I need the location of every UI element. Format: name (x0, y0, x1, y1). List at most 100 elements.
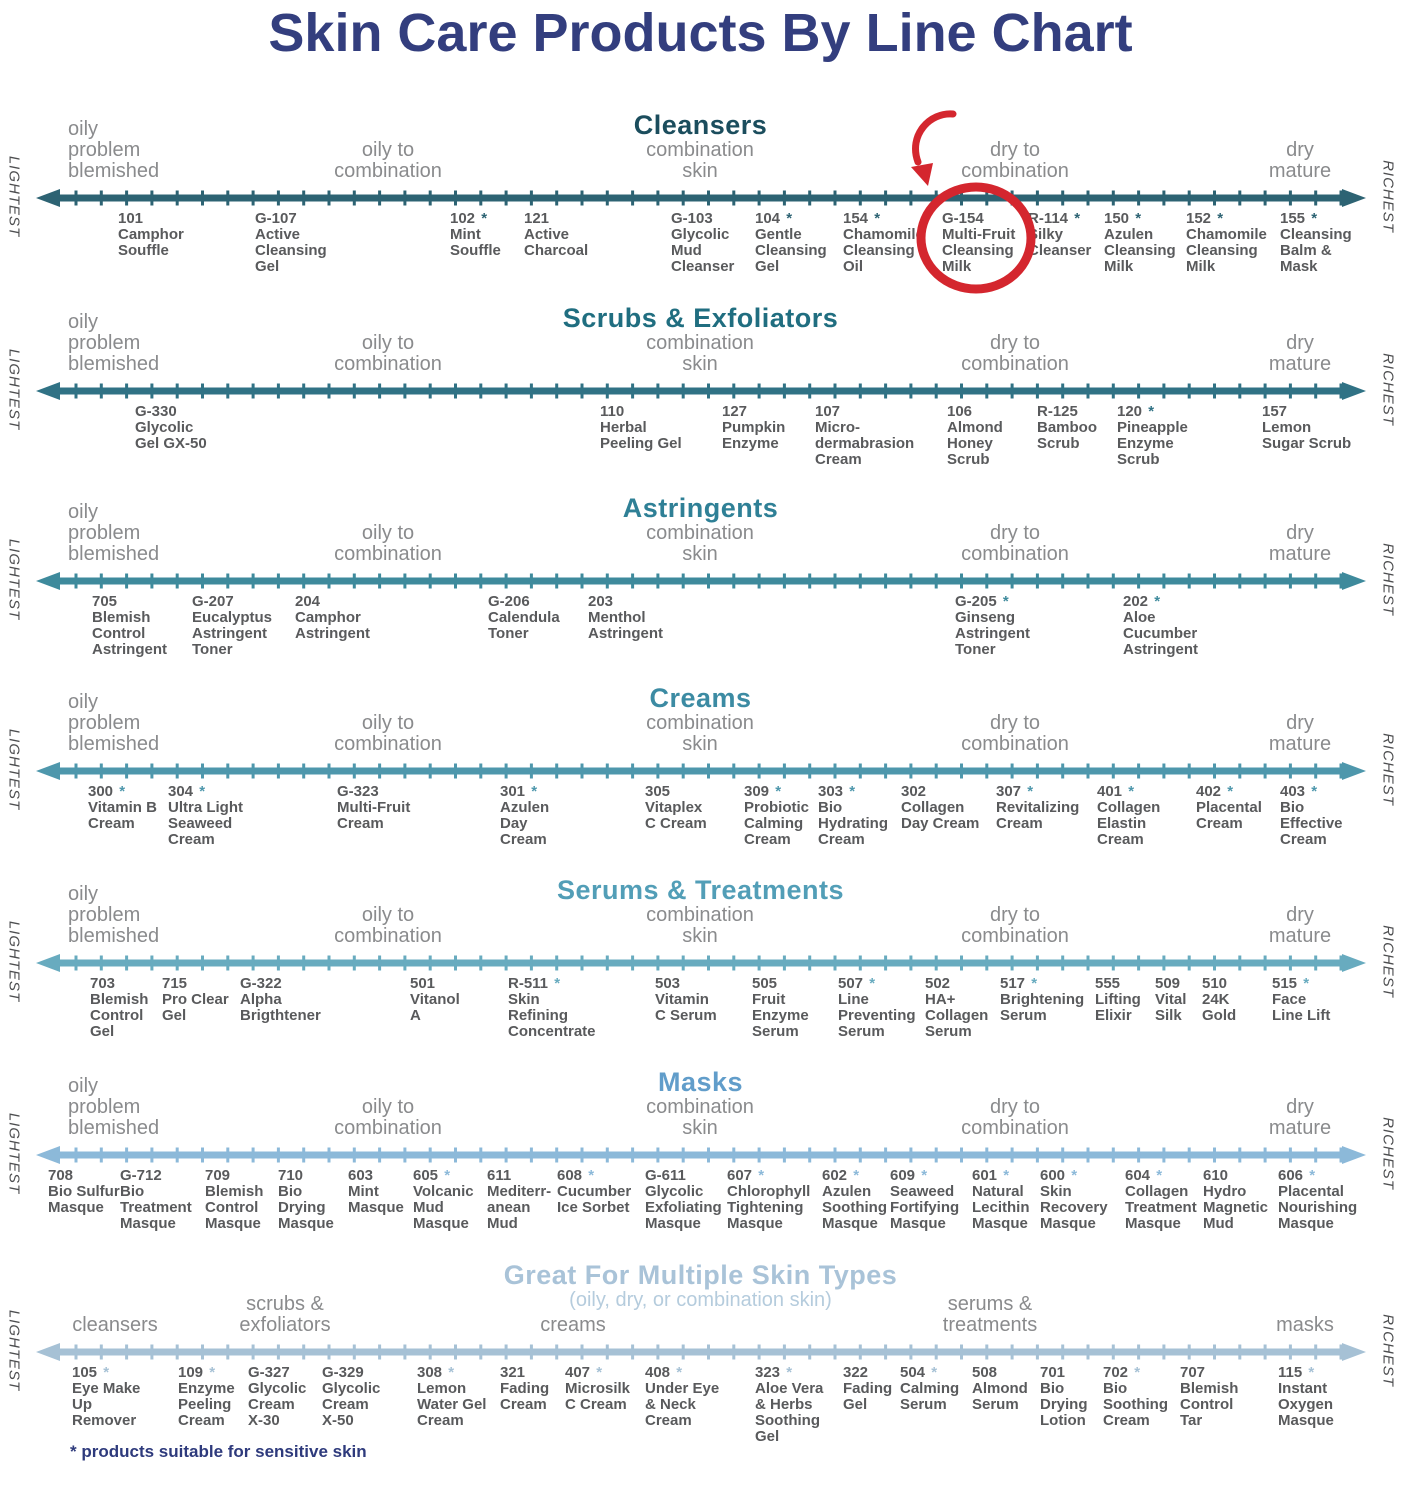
product-401: 401 * Collagen Elastin Cream (1097, 784, 1160, 848)
sensitive-skin-star: * (1067, 1167, 1078, 1184)
product-name: Vitamin C Serum (655, 991, 717, 1024)
product-code: 202 (1123, 593, 1149, 610)
skin-type-label: oily problem blemished (68, 501, 160, 565)
product-code: 601 (972, 1167, 998, 1184)
product-402: 402 * Placental Cream (1196, 784, 1262, 832)
product-code: R-125 (1037, 403, 1078, 420)
product-301: 301 * Azulen Day Cream (500, 784, 549, 848)
product-name: Brightening Serum (1000, 991, 1085, 1024)
product-R-114: R-114 * Silky Cleanser (1028, 211, 1091, 259)
product-name: Volcanic Mud Masque (413, 1183, 474, 1232)
product-G-327: G-327 Glycolic Cream X-30 (248, 1365, 306, 1429)
product-name: Vitanol A (410, 991, 460, 1024)
product-G-712: G-712 Bio Treatment Masque (120, 1168, 192, 1232)
sensitive-skin-star: * (584, 1167, 595, 1184)
richest-label: RICHEST (1379, 1314, 1397, 1387)
sensitive-skin-star: * (440, 1167, 451, 1184)
product-name: Cleansing Balm & Mask (1280, 226, 1352, 275)
section-masks: Masks oily problem blemished oily to combinat… (0, 1067, 1401, 1259)
section-cleansers: Cleansers oily problem blemished oily to comb… (0, 110, 1401, 302)
product-403: 403 * Bio Effective Cream (1280, 784, 1343, 848)
product-308: 308 * Lemon Water Gel Cream (417, 1365, 486, 1429)
product-303: 303 * Bio Hydrating Cream (818, 784, 888, 848)
sensitive-skin-star: * (1124, 783, 1135, 800)
product-555: 555 Lifting Elixir (1095, 976, 1141, 1024)
product-name: Chamomile Cleansing Milk (1186, 226, 1267, 275)
product-501: 501 Vitanol A (410, 976, 460, 1024)
product-name: Camphor Souffle (118, 226, 184, 259)
product-708: 708 Bio Sulfur Masque (48, 1168, 120, 1216)
product-code: 155 (1280, 210, 1306, 227)
sensitive-skin-star: * (782, 1364, 793, 1381)
product-502: 502 HA+ Collagen Serum (925, 976, 988, 1040)
product-code: 507 (838, 975, 864, 992)
product-code: 505 (752, 975, 778, 992)
product-code: 715 (162, 975, 188, 992)
product-code: 603 (348, 1167, 374, 1184)
product-name: Aloe Vera & Herbs Soothing Gel (755, 1380, 824, 1445)
product-204: 204 Camphor Astringent (295, 594, 370, 642)
product-code: G-712 (120, 1167, 162, 1184)
product-152: 152 * Chamomile Cleansing Milk (1186, 211, 1267, 275)
product-code: 152 (1186, 210, 1212, 227)
product-name: Fading Cream (500, 1380, 550, 1413)
skin-type-label: creams (540, 1314, 606, 1336)
product-name: Calendula Toner (488, 609, 560, 642)
product-709: 709 Blemish Control Masque (205, 1168, 263, 1232)
product-name: Almond Serum (972, 1380, 1028, 1413)
product-name: Revitalizing Cream (996, 799, 1080, 832)
product-G-611: G-611 Glycolic Exfoliating Masque (645, 1168, 722, 1232)
product-code: 702 (1103, 1364, 1129, 1381)
product-707: 707 Blemish Control Tar (1180, 1365, 1238, 1429)
sensitive-skin-star: * (1299, 975, 1310, 992)
product-101: 101 Camphor Souffle (118, 211, 184, 259)
product-G-206: G-206 Calendula Toner (488, 594, 560, 642)
product-code: 517 (1000, 975, 1026, 992)
product-code: G-611 (645, 1167, 686, 1184)
product-name: Aloe Cucumber Astringent (1123, 609, 1198, 658)
product-607: 607 * Chlorophyll Tightening Masque (727, 1168, 810, 1232)
product-name: Bamboo Scrub (1037, 419, 1097, 452)
product-name: Multi-Fruit Cleansing Milk (942, 226, 1016, 275)
lightest-label: LIGHTEST (5, 348, 23, 431)
product-code: G-206 (488, 593, 530, 610)
skin-type-label: dry to combination (961, 904, 1069, 947)
skin-type-label: oily problem blemished (68, 1075, 160, 1139)
product-name: Glycolic Cream X-30 (248, 1380, 307, 1429)
lightest-label: LIGHTEST (5, 920, 23, 1003)
sensitive-skin-star: * (444, 1364, 455, 1381)
product-name: Bio Soothing Cream (1103, 1380, 1168, 1429)
product-name: Lemon Water Gel Cream (417, 1380, 487, 1429)
product-code: G-154 (942, 210, 984, 227)
product-104: 104 * Gentle Cleansing Gel (755, 211, 827, 275)
product-code: 150 (1104, 210, 1130, 227)
product-508: 508 Almond Serum (972, 1365, 1028, 1413)
product-code: 308 (417, 1364, 443, 1381)
product-name: Placental Cream (1196, 799, 1262, 832)
skin-type-label: oily to combination (334, 332, 442, 375)
sensitive-skin-star: * (999, 1167, 1010, 1184)
product-323: 323 * Aloe Vera & Herbs Soothing Gel (755, 1365, 823, 1445)
product-name: Vital Silk (1155, 991, 1187, 1024)
sensitive-skin-star: * (1130, 1364, 1141, 1381)
skin-type-label: combination skin (646, 139, 754, 182)
skin-type-label: dry mature (1268, 712, 1332, 755)
product-code: 120 (1117, 403, 1143, 420)
skin-type-label: oily problem blemished (68, 118, 160, 182)
product-code: 604 (1125, 1167, 1151, 1184)
product-name: Probiotic Calming Cream (744, 799, 810, 848)
product-code: 154 (843, 210, 869, 227)
product-505: 505 Fruit Enzyme Serum (752, 976, 809, 1040)
section-serums-treatments: Serums & Treatments oily problem blemished o… (0, 875, 1401, 1067)
sensitive-skin-star: * (1305, 1167, 1316, 1184)
product-code: 403 (1280, 783, 1306, 800)
product-703: 703 Blemish Control Gel (90, 976, 148, 1040)
product-name: Face Line Lift (1272, 991, 1331, 1024)
product-code: G-327 (248, 1364, 290, 1381)
product-603: 603 Mint Masque (348, 1168, 404, 1216)
sensitive-skin-star: * (870, 210, 881, 227)
sensitive-skin-star: * (1152, 1167, 1163, 1184)
skin-type-label: oily to combination (334, 522, 442, 565)
product-608: 608 * Cucumber Ice Sorbet (557, 1168, 631, 1216)
product-604: 604 * Collagen Treatment Masque (1125, 1168, 1197, 1232)
